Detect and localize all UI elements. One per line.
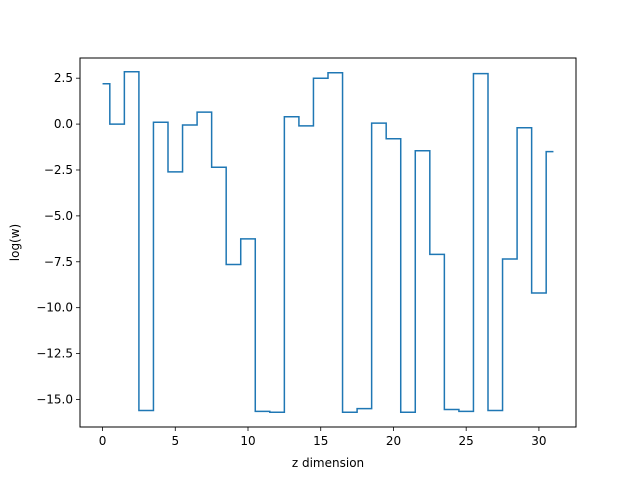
series-layer — [102, 71, 554, 414]
x-tick-label: 10 — [240, 434, 255, 448]
y-tick-label: −15.0 — [36, 392, 73, 406]
y-tick-label: −2.5 — [44, 163, 73, 177]
y-axis-label: log(w) — [8, 224, 22, 261]
x-tick-label: 20 — [386, 434, 401, 448]
x-tick-label: 30 — [531, 434, 546, 448]
series-line-0 — [102, 71, 554, 414]
y-tick-label: −5.0 — [44, 209, 73, 223]
x-axis: 0 5 10 15 20 25 30 — [99, 427, 547, 448]
x-tick-label: 0 — [99, 434, 107, 448]
x-tick-label: 25 — [459, 434, 474, 448]
x-tick-label: 15 — [313, 434, 328, 448]
y-tick-label: −10.0 — [36, 301, 73, 315]
x-tick-label: 5 — [171, 434, 179, 448]
plot-frame — [79, 57, 577, 428]
x-axis-label: z dimension — [292, 456, 364, 470]
y-axis: 2.5 0.0 −2.5 −5.0 −7.5 −10.0 −12.5 −15.0 — [36, 71, 80, 406]
y-tick-label: −7.5 — [44, 255, 73, 269]
y-tick-label: 2.5 — [54, 71, 73, 85]
y-tick-label: 0.0 — [54, 117, 73, 131]
y-tick-label: −12.5 — [36, 347, 73, 361]
